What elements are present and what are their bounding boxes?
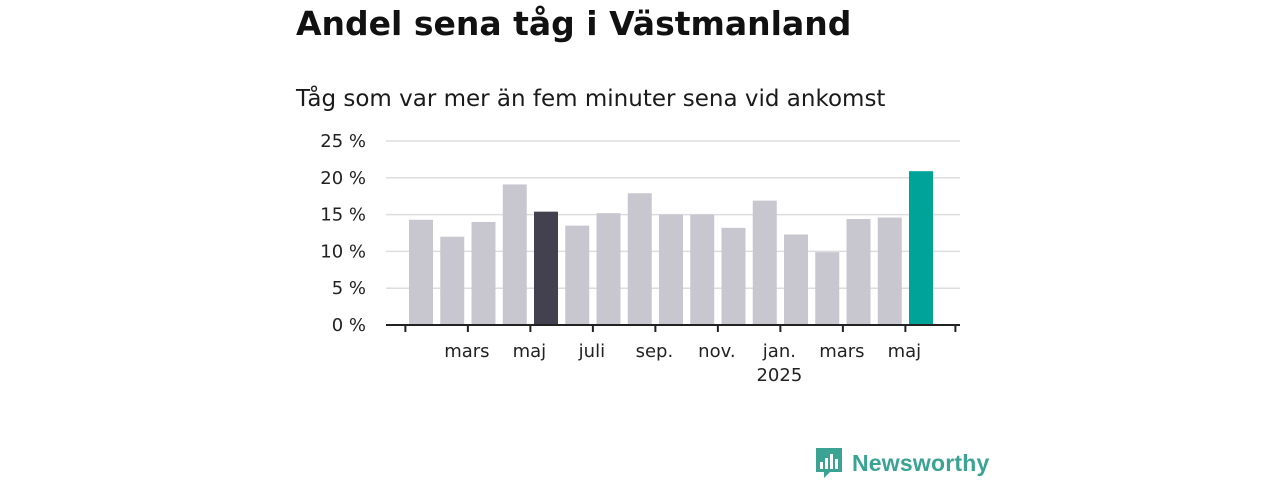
chart-subtitle: Tåg som var mer än fem minuter sena vid …: [296, 86, 886, 112]
bars: [409, 171, 933, 325]
bar: [877, 217, 902, 325]
x-tick-label: mars: [819, 341, 864, 362]
bar: [409, 219, 433, 325]
bar: [721, 227, 746, 325]
bar: [565, 225, 590, 325]
x-tick-sublabel: 2025: [756, 365, 802, 386]
y-tick-label: 20 %: [320, 168, 366, 189]
x-axis-tick-labels: mars maj juli sep. nov. jan. 2025 mars maj: [444, 341, 921, 386]
bar: [909, 171, 933, 325]
x-tick-label: mars: [444, 341, 489, 362]
bar: [534, 211, 558, 325]
bar: [752, 200, 777, 325]
x-axis: [386, 324, 960, 332]
bar: [440, 236, 465, 325]
chart-title: Andel sena tåg i Västmanland: [296, 4, 852, 43]
x-tick-label: nov.: [698, 341, 735, 362]
bar: [846, 219, 871, 325]
x-tick-label: sep.: [636, 341, 674, 362]
brand-logo: Newsworthy: [814, 446, 989, 480]
y-tick-label: 10 %: [320, 241, 366, 262]
x-tick-label: maj: [888, 341, 922, 362]
bar: [815, 252, 840, 325]
bar: [596, 213, 621, 325]
bar: [627, 193, 652, 325]
y-tick-label: 15 %: [320, 205, 366, 226]
bar-chart: 0 % 5 % 10 % 15 % 20 % 25 % mars maj juli sep. no…: [320, 131, 960, 386]
x-tick-label: maj: [513, 341, 547, 362]
x-tick-label: juli: [578, 341, 605, 362]
bar: [502, 184, 527, 325]
bar: [659, 214, 683, 325]
x-tick-label: jan.: [762, 341, 796, 362]
newsworthy-logo-icon: [816, 448, 842, 478]
y-tick-label: 0 %: [332, 315, 366, 336]
bar: [471, 221, 496, 325]
y-tick-label: 25 %: [320, 131, 366, 152]
y-tick-label: 5 %: [332, 278, 366, 299]
brand-name: Newsworthy: [852, 449, 990, 476]
y-axis-tick-labels: 0 % 5 % 10 % 15 % 20 % 25 %: [320, 131, 366, 336]
bar: [784, 234, 808, 325]
bar: [690, 214, 715, 325]
